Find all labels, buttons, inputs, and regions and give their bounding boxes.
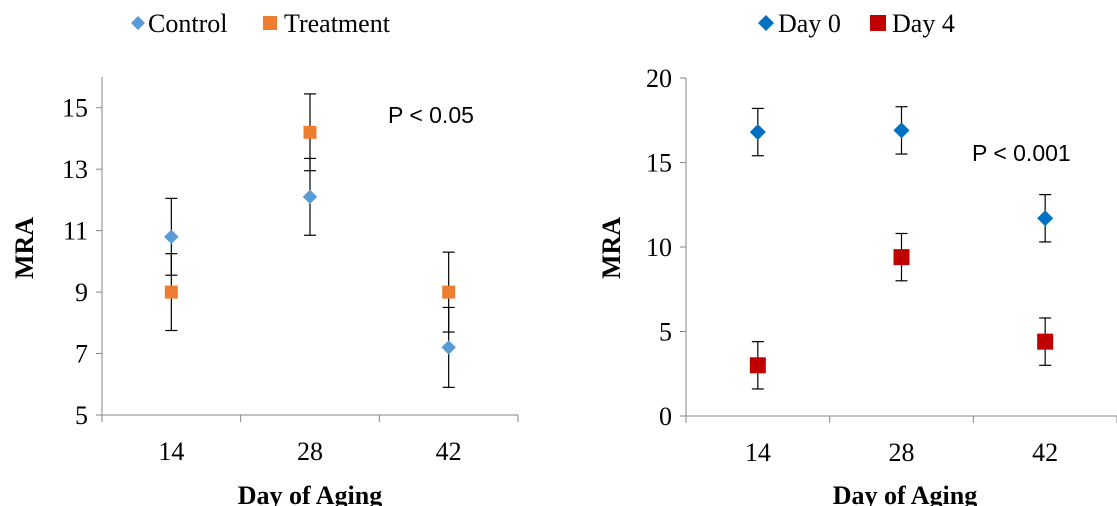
legend-item-day-4: Day 4: [870, 9, 955, 38]
data-point: [442, 285, 456, 299]
chart-panel-left: Control Treatment MRA Day of Aging P < 0…: [10, 9, 519, 506]
data-point: [893, 249, 910, 266]
legend-label-day-0: Day 0: [778, 9, 841, 38]
y-tick-label: 10: [646, 233, 672, 262]
y-tick-label: 11: [63, 217, 88, 246]
x-tick-label: 14: [745, 438, 771, 467]
y-tick-label: 9: [75, 278, 88, 307]
legend-marker-day-4: [870, 15, 886, 31]
legend-label-treatment: Treatment: [284, 9, 391, 38]
data-point: [893, 122, 910, 139]
data-point: [164, 229, 179, 244]
legend-marker-control: [131, 16, 145, 30]
x-axis-title: Day of Aging: [833, 481, 977, 506]
legend-label-day-4: Day 4: [892, 9, 955, 38]
y-tick-label: 13: [62, 155, 88, 184]
x-tick-label: 14: [158, 437, 184, 466]
data-point: [1037, 210, 1054, 227]
x-tick-label: 28: [889, 438, 915, 467]
p-value-annotation: P < 0.05: [388, 102, 474, 128]
y-tick-label: 0: [659, 402, 672, 431]
legend-item-control: Control: [131, 9, 227, 38]
axes: 0 5 10 15 20 14 28 42: [646, 64, 1117, 467]
legend-marker-treatment: [263, 16, 277, 30]
x-tick-label: 42: [1032, 438, 1058, 467]
y-tick-label: 15: [646, 149, 672, 178]
data-point: [749, 124, 766, 141]
x-tick-label: 42: [436, 437, 462, 466]
legend-item-treatment: Treatment: [263, 9, 391, 38]
data-marks: [749, 106, 1054, 390]
y-tick-label: 20: [646, 64, 672, 93]
legend-marker-day-0: [758, 15, 774, 31]
x-axis-title: Day of Aging: [238, 481, 382, 506]
legend-item-day-0: Day 0: [758, 9, 841, 38]
y-axis-title: MRA: [597, 217, 626, 279]
y-tick-label: 7: [75, 340, 88, 369]
data-marks: [164, 93, 456, 388]
legend: Day 0 Day 4: [758, 9, 955, 38]
data-point: [164, 285, 178, 299]
x-tick-label: 28: [297, 437, 323, 466]
legend: Control Treatment: [131, 9, 391, 38]
data-point: [1037, 333, 1054, 350]
y-tick-label: 5: [659, 318, 672, 347]
y-tick-label: 5: [75, 401, 88, 430]
data-point: [302, 189, 318, 205]
axes: 5 7 9 11 13 15 14 28 42: [62, 77, 519, 466]
data-point: [303, 125, 317, 139]
legend-label-control: Control: [148, 9, 227, 38]
p-value-annotation: P < 0.001: [972, 140, 1071, 166]
data-point: [749, 357, 766, 374]
data-point: [441, 340, 456, 355]
chart-panel-right: Day 0 Day 4 MRA Day of Aging P < 0.001 0…: [597, 9, 1117, 506]
y-tick-label: 15: [62, 94, 88, 123]
y-axis-title: MRA: [10, 217, 39, 279]
